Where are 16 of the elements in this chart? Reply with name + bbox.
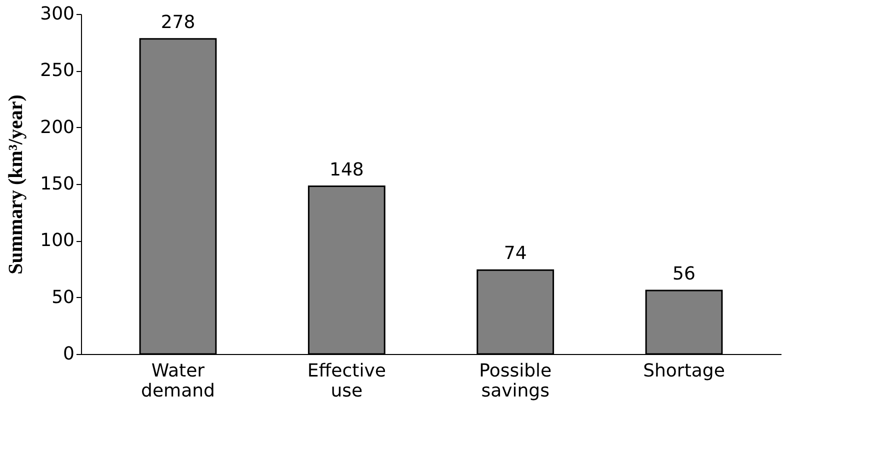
y-tick-label: 200	[40, 116, 74, 138]
y-axis-title: Summary (km³/year)	[5, 94, 28, 274]
y-tick-label: 50	[52, 286, 74, 308]
y-tick-label: 100	[40, 230, 74, 252]
y-tick-label: 0	[63, 344, 74, 364]
data-label: 148	[329, 159, 364, 180]
x-tick-label: Shortage	[643, 360, 725, 382]
x-tick-label: Water demand	[141, 360, 215, 402]
x-tick-label: Possible savings	[479, 360, 552, 402]
y-tick-label: 250	[40, 60, 74, 82]
y-tick-label: 150	[40, 174, 74, 194]
x-tick-label: Effective use	[307, 360, 386, 402]
data-label: 74	[504, 243, 527, 264]
data-label: 278	[160, 12, 196, 33]
data-label: 56	[672, 264, 696, 285]
y-tick-label: 300	[40, 4, 74, 24]
